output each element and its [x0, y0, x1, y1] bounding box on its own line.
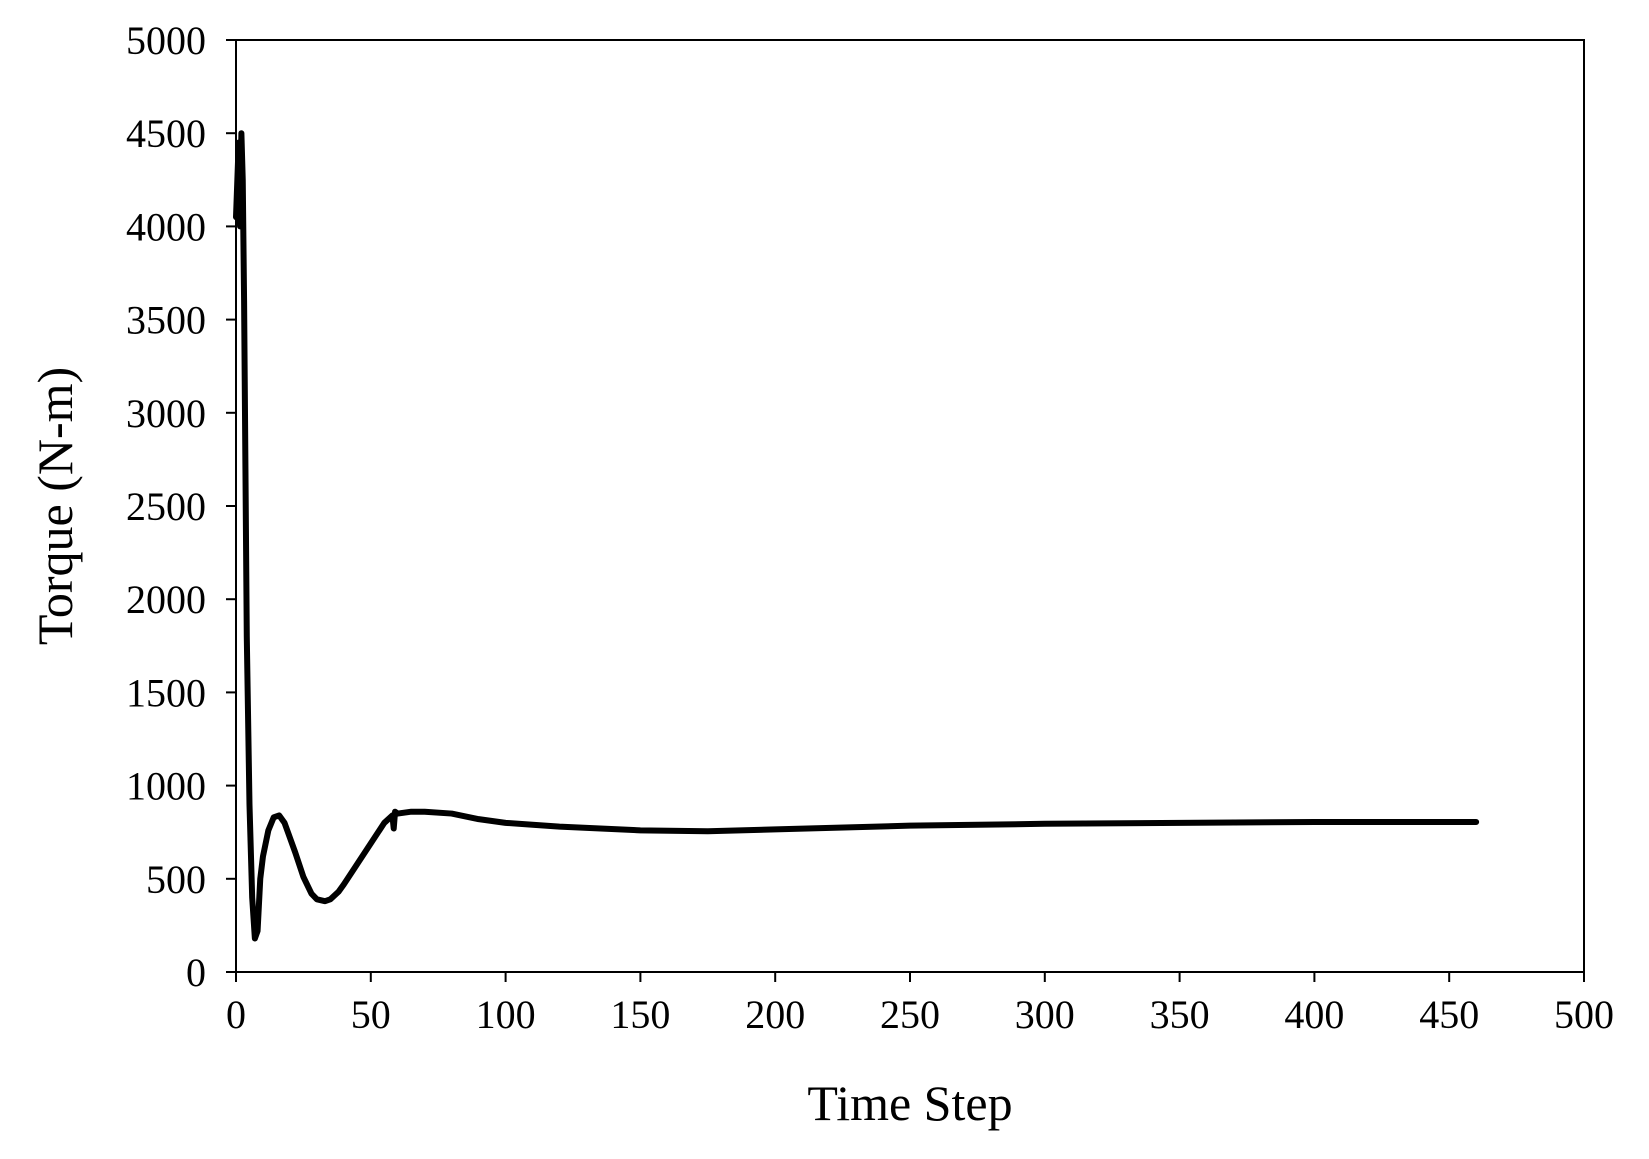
y-tick-label: 2500 — [126, 484, 206, 529]
y-tick-label: 1000 — [126, 764, 206, 809]
y-tick-label: 4000 — [126, 204, 206, 249]
y-tick-label: 4500 — [126, 111, 206, 156]
plot-frame — [235, 39, 1585, 973]
x-tick-label: 150 — [610, 992, 670, 1037]
y-tick-label: 3500 — [126, 298, 206, 343]
x-tick-label: 450 — [1419, 992, 1479, 1037]
x-tick-label: 300 — [1015, 992, 1075, 1037]
y-tick-label: 2000 — [126, 577, 206, 622]
x-tick-label: 50 — [351, 992, 391, 1037]
x-tick-label: 350 — [1150, 992, 1210, 1037]
y-tick-label: 1500 — [126, 670, 206, 715]
x-axis-ticks: 0 50 100 150 200 250 300 350 400 450 500 — [226, 972, 1614, 1037]
x-tick-label: 200 — [745, 992, 805, 1037]
y-tick-label: 5000 — [126, 18, 206, 63]
y-tick-label: 0 — [186, 950, 206, 995]
x-tick-label: 0 — [226, 992, 246, 1037]
y-tick-label: 3000 — [126, 391, 206, 436]
x-tick-label: 250 — [880, 992, 940, 1037]
x-tick-label: 400 — [1284, 992, 1344, 1037]
x-axis-title: Time Step — [807, 1075, 1012, 1131]
y-axis-title: Torque (N-m) — [27, 367, 83, 645]
x-tick-label: 500 — [1554, 992, 1614, 1037]
x-tick-label: 100 — [476, 992, 536, 1037]
series-line — [233, 130, 1480, 942]
y-tick-label: 500 — [146, 857, 206, 902]
y-axis-ticks: 0 500 1000 1500 2000 2500 3000 3500 4000 4500 5000 — [126, 18, 236, 995]
